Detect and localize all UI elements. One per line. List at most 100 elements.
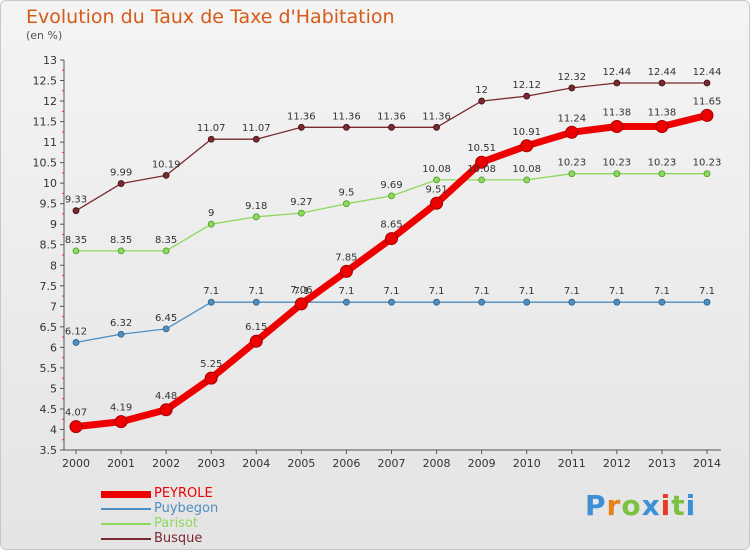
data-point-parisot: [433, 176, 440, 184]
data-point-parisot: [658, 170, 666, 178]
legend-swatch-parisot: [101, 523, 151, 525]
series-lines: [69, 79, 714, 434]
data-label-puybegon: 7.1: [248, 286, 264, 297]
legend-label-puybegon: Puybegon: [154, 501, 219, 516]
x-tick-label: 2000: [62, 457, 90, 470]
data-point-peyrole: [385, 232, 398, 246]
data-label-puybegon: 6.12: [65, 326, 87, 337]
data-point-peyrole: [655, 120, 669, 134]
data-point-parisot: [568, 170, 576, 178]
data-label-parisot: 10.08: [422, 164, 451, 175]
data-label-parisot: 8.35: [110, 235, 132, 246]
data-point-busque: [478, 97, 486, 105]
data-label-parisot: 9.27: [290, 197, 312, 208]
data-label-busque: 12.44: [603, 67, 632, 78]
data-point-peyrole: [520, 139, 534, 153]
data-point-puybegon: [117, 330, 125, 338]
data-label-busque: 9.99: [110, 168, 132, 179]
data-label-busque: 10.19: [152, 159, 181, 170]
legend-label-peyrole: PEYROLE: [154, 486, 213, 501]
data-label-busque: 11.36: [377, 111, 406, 122]
x-tick-label: 2007: [378, 457, 406, 470]
data-point-peyrole: [204, 371, 218, 385]
legend-swatch-peyrole: [101, 490, 151, 498]
data-point-parisot: [72, 247, 80, 255]
data-point-busque: [252, 135, 260, 143]
data-label-peyrole: 7.85: [335, 252, 357, 263]
data-label-busque: 12.44: [648, 67, 677, 78]
data-label-busque: 12: [475, 85, 488, 96]
data-point-peyrole: [610, 120, 624, 134]
data-label-parisot: 10.23: [557, 158, 586, 169]
chart-subtitle: (en %): [26, 29, 63, 42]
legend-swatch-busque: [101, 538, 151, 540]
data-label-parisot: 9.5: [338, 188, 354, 199]
data-label-busque: 11.36: [332, 111, 361, 122]
y-tick-label: 8.5: [40, 239, 58, 252]
data-label-peyrole: 4.07: [65, 408, 87, 419]
y-tick-label: 11.5: [33, 116, 58, 129]
data-label-peyrole: 7.06: [290, 285, 312, 296]
y-tick-label: 12.5: [33, 75, 58, 88]
y-tick-label: 7: [50, 300, 57, 313]
data-label-peyrole: 8.65: [380, 220, 402, 231]
data-label-busque: 11.36: [287, 111, 316, 122]
data-point-puybegon: [162, 325, 170, 333]
y-tick-label: 10.5: [33, 157, 58, 170]
data-label-parisot: 9.18: [245, 201, 267, 212]
data-point-puybegon: [703, 298, 711, 306]
data-label-puybegon: 7.1: [654, 286, 670, 297]
data-point-puybegon: [478, 298, 486, 306]
data-point-parisot: [252, 213, 260, 221]
chart-title: Evolution du Taux de Taxe d'Habitation: [26, 6, 395, 28]
data-point-busque: [207, 135, 215, 143]
y-tick-label: 11: [43, 136, 57, 149]
data-point-busque: [613, 79, 621, 87]
data-point-busque: [343, 123, 350, 131]
data-label-busque: 11.36: [422, 111, 451, 122]
data-label-puybegon: 7.1: [203, 286, 219, 297]
legend-item-parisot[interactable]: Parisot: [101, 516, 341, 531]
data-point-peyrole: [475, 155, 489, 169]
data-label-peyrole: 4.19: [110, 403, 132, 414]
data-label-parisot: 10.23: [603, 158, 632, 169]
x-tick-label: 2014: [693, 457, 721, 470]
data-label-puybegon: 7.1: [519, 286, 535, 297]
data-point-parisot: [523, 176, 531, 184]
data-label-puybegon: 7.1: [338, 286, 354, 297]
data-labels: 9.33 9.99 10.19 11.07 11.07 11.36 11.36 11.36 11…: [65, 67, 721, 419]
data-point-peyrole: [69, 420, 83, 434]
legend-item-puybegon[interactable]: Puybegon: [101, 501, 341, 516]
data-point-peyrole: [114, 415, 128, 429]
legend-item-peyrole[interactable]: PEYROLE: [101, 486, 341, 501]
data-point-busque: [703, 79, 711, 87]
data-point-busque: [433, 123, 440, 131]
logo-letter: i: [660, 489, 672, 522]
legend-item-busque[interactable]: Busque: [101, 531, 341, 546]
logo-letter: o: [621, 489, 642, 522]
x-tick-label: 2006: [332, 457, 360, 470]
data-label-peyrole: 10.51: [467, 143, 496, 154]
x-tick-label: 2005: [287, 457, 315, 470]
data-label-busque: 12.44: [693, 67, 722, 78]
axes: 3.5 4 4.5 5 5.5 6 6.5 7 7.5 8 8.5 9 9.5 10 10.5 11 11.5 1…: [33, 54, 721, 470]
data-label-peyrole: 11.38: [648, 108, 677, 119]
logo-letter: x: [641, 489, 661, 522]
y-tick-label: 4.5: [40, 403, 58, 416]
data-label-parisot: 10.23: [648, 158, 677, 169]
legend-label-parisot: Parisot: [154, 516, 199, 531]
x-tick-label: 2001: [107, 457, 135, 470]
data-label-parisot: 10.08: [512, 164, 541, 175]
data-point-busque: [162, 171, 170, 179]
data-label-peyrole: 6.15: [245, 322, 267, 333]
data-point-busque: [297, 123, 305, 131]
data-label-parisot: 9.69: [380, 180, 402, 191]
logo-letter: i: [685, 489, 697, 522]
data-label-busque: 9.33: [65, 195, 87, 206]
y-tick-label: 13: [43, 54, 57, 67]
data-label-busque: 11.07: [242, 123, 271, 134]
data-point-peyrole: [565, 125, 579, 139]
data-label-parisot: 8.35: [65, 235, 87, 246]
